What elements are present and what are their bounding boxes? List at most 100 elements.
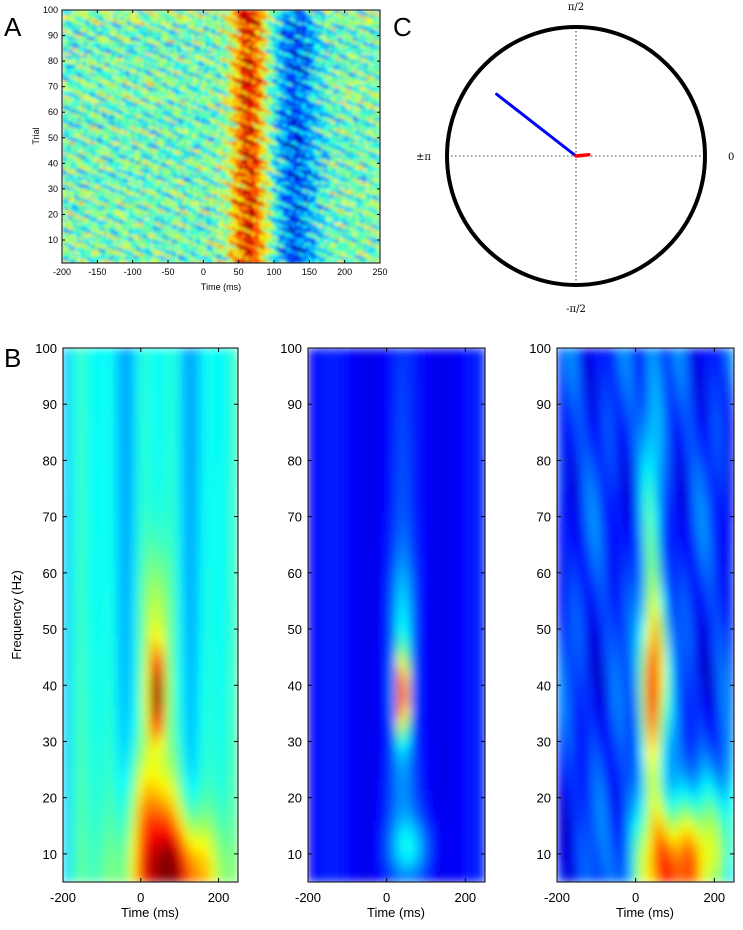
heatmap-cell [303,50,307,54]
heatmap-cell [254,12,258,16]
heatmap-cell [327,58,330,62]
heatmap-cell [312,22,315,26]
heatmap-cell [246,50,250,54]
heatmap-cell [151,42,154,47]
heatmap-cell [174,60,178,64]
heatmap-cell [201,47,205,52]
heatmap-cell [180,32,184,36]
heatmap-cell [178,30,182,34]
heatmap-cell [290,30,294,34]
heatmap-cell [235,63,239,67]
heatmap-cell [360,40,364,44]
heatmap-cell [72,27,76,31]
heatmap-cell [375,55,379,59]
heatmap-cell [102,17,105,21]
heatmap-cell [68,15,72,19]
heatmap-cell [199,58,203,62]
heatmap-cell [146,55,150,59]
heatmap-cell [148,35,152,39]
heatmap-cell [252,40,256,44]
heatmap-cell [127,55,131,59]
heatmap-cell [210,45,214,49]
heatmap-cell [98,50,101,54]
heatmap-cell [358,50,362,54]
heatmap-cell [123,15,127,19]
heatmap-cell [341,42,345,47]
heatmap-cell [286,32,290,36]
heatmap-cell [348,45,351,49]
heatmap-cell [102,15,105,19]
heatmap-cell [373,55,377,59]
heatmap-cell [144,42,148,47]
heatmap-cell [125,15,129,19]
heatmap-cell [233,27,237,31]
heatmap-cell [134,50,137,54]
heatmap-cell [276,25,279,29]
heatmap-cell [176,60,180,64]
heatmap-cell [331,53,334,57]
heatmap-cell [358,55,362,59]
heatmap-cell [218,63,222,67]
heatmap-cell [341,32,345,36]
heatmap-cell [303,20,307,24]
heatmap-cell [138,10,142,14]
heatmap-cell [274,37,277,41]
heatmap-cell [117,30,120,34]
heatmap-cell [106,20,110,24]
heatmap-cell [373,17,377,21]
heatmap-cell [244,17,248,21]
heatmap-cell [140,27,144,31]
heatmap-cell [146,20,150,24]
heatmap-cell [288,45,292,49]
heatmap-cell [115,42,118,47]
heatmap-cell [248,40,252,44]
heatmap-cell [91,22,95,26]
heatmap-cell [102,10,105,14]
heatmap-cell [115,10,118,14]
heatmap-cell [282,12,286,16]
heatmap-cell [375,25,379,29]
heatmap-cell [373,12,377,16]
heatmap-cell [104,10,108,14]
heatmap-cell [199,63,203,67]
heatmap-cell [78,22,82,26]
heatmap-cell [225,30,228,34]
heatmap-cell [301,40,305,44]
heatmap-cell [286,40,290,44]
heatmap-cell [346,20,349,24]
heatmap-cell [110,20,114,24]
heatmap-cell [95,20,99,24]
heatmap-cell [206,55,209,59]
heatmap-cell [327,12,330,16]
heatmap-cell [144,40,148,44]
heatmap-cell [329,10,332,14]
heatmap-cell [363,58,366,62]
heatmap-cell [286,10,290,14]
heatmap-cell [121,58,125,62]
heatmap-cell [115,45,118,49]
heatmap-cell [377,45,380,49]
heatmap-cell [269,47,273,52]
heatmap-cell [85,22,89,26]
heatmap-cell [369,32,373,36]
heatmap-cell [223,17,226,21]
heatmap-cell [182,27,186,31]
heatmap-cell [242,53,245,57]
heatmap-cell [373,60,377,64]
heatmap-cell [322,22,326,26]
heatmap-cell [195,60,199,64]
heatmap-cell [117,10,120,14]
heatmap-cell [301,15,305,19]
heatmap-cell [83,22,86,26]
heatmap-cell [233,30,237,34]
heatmap-cell [144,32,148,36]
heatmap-cell [174,22,178,26]
heatmap-cell [248,25,252,29]
heatmap-cell [278,35,281,39]
heatmap-cell [221,32,224,36]
heatmap-cell [248,32,252,36]
heatmap-cell [87,27,91,31]
heatmap-cell [343,40,347,44]
heatmap-cell [66,53,69,57]
heatmap-cell [250,27,254,31]
